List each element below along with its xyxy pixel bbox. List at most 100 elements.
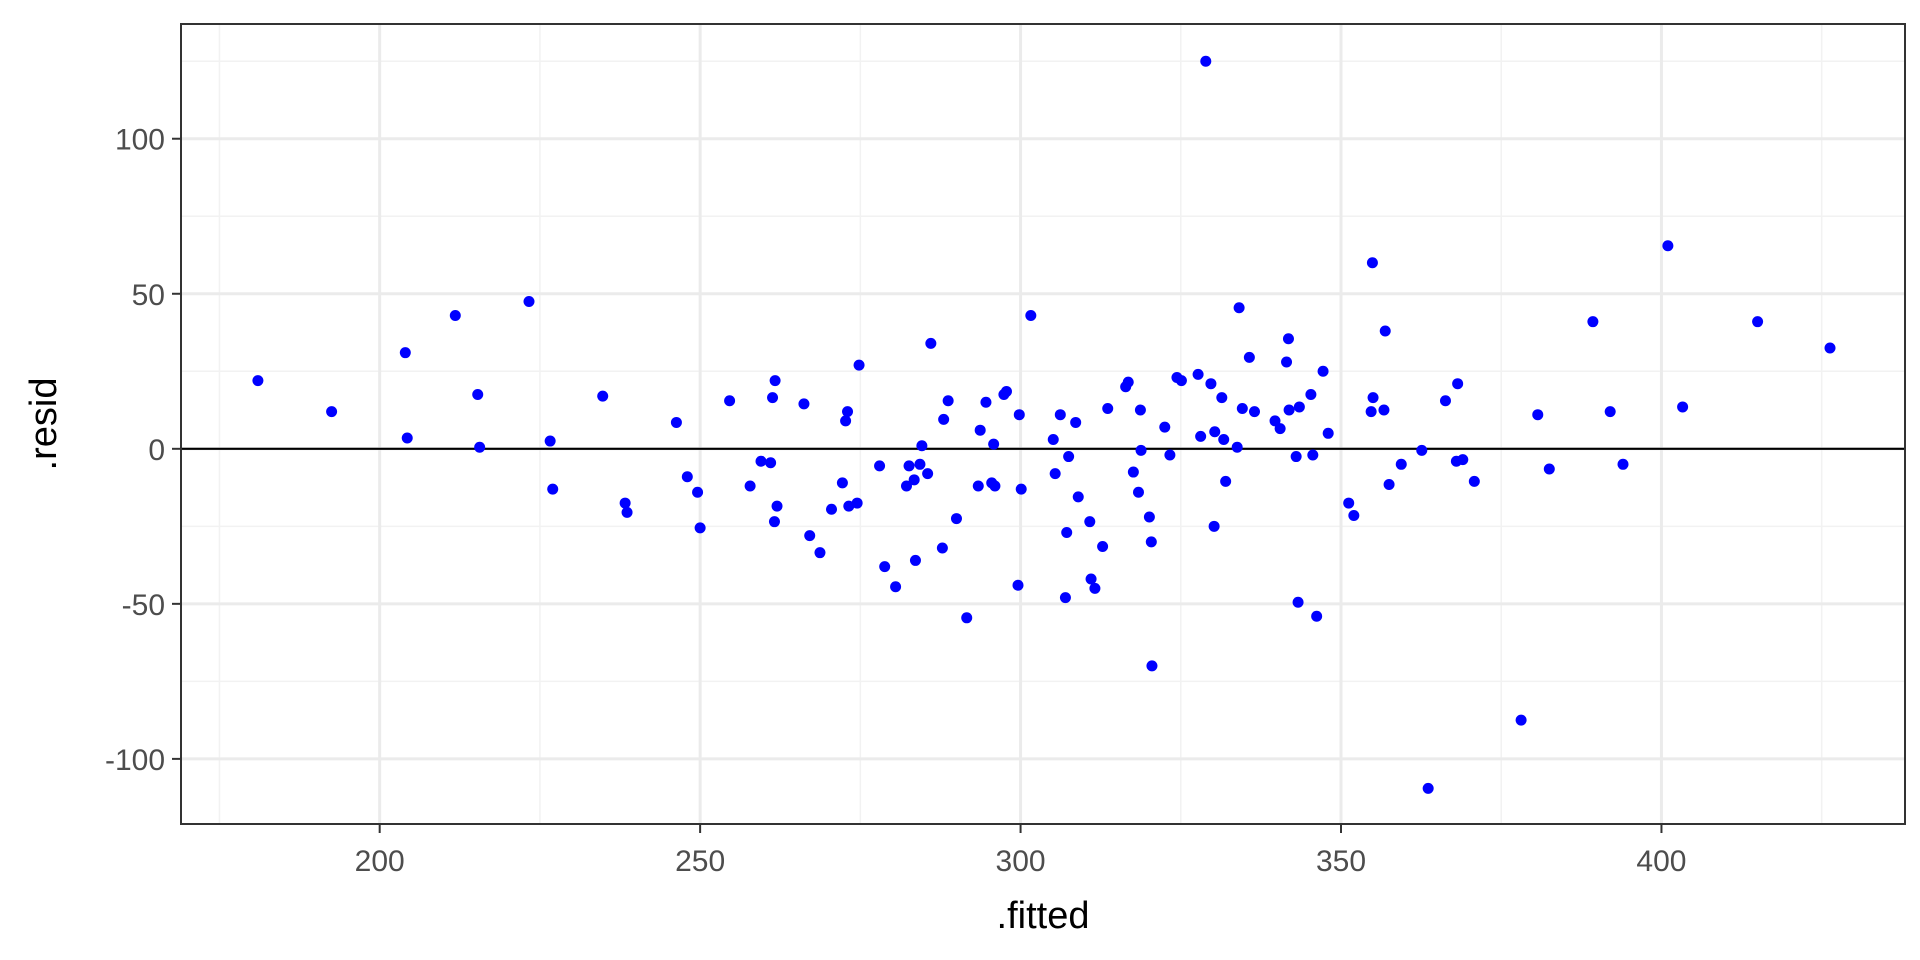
data-point — [980, 396, 992, 408]
data-point — [252, 375, 264, 387]
x-tick-label: 300 — [996, 845, 1046, 878]
data-point — [1311, 610, 1323, 622]
data-point — [1752, 316, 1764, 328]
data-point — [1367, 392, 1379, 404]
data-point — [768, 516, 780, 528]
data-point — [1317, 365, 1329, 377]
x-tick-label: 350 — [1316, 845, 1366, 878]
data-point — [1292, 596, 1304, 608]
data-point — [1054, 409, 1066, 421]
data-point — [922, 468, 934, 480]
data-point — [874, 460, 886, 472]
data-point — [1282, 333, 1294, 345]
data-point — [1208, 520, 1220, 532]
minor-gridlines — [181, 24, 1905, 824]
data-point — [1532, 409, 1544, 421]
data-point — [670, 416, 682, 428]
data-point — [1233, 302, 1245, 314]
data-point — [1305, 389, 1317, 401]
data-point — [1012, 579, 1024, 591]
data-point — [1218, 434, 1230, 446]
data-point — [1274, 423, 1286, 435]
data-point — [619, 497, 631, 509]
data-point — [401, 432, 413, 444]
data-point — [1145, 536, 1157, 548]
data-point — [1416, 444, 1428, 456]
data-point — [1543, 463, 1555, 475]
data-point — [989, 480, 1001, 492]
data-point — [974, 424, 986, 436]
data-point — [1059, 592, 1071, 604]
y-tick-label: -100 — [105, 744, 165, 777]
data-point — [925, 337, 937, 349]
data-point — [1365, 406, 1377, 418]
data-point — [1195, 430, 1207, 442]
data-point — [1587, 316, 1599, 328]
data-point — [814, 547, 826, 559]
data-point — [1662, 240, 1674, 252]
data-point — [1134, 404, 1146, 416]
data-point — [1348, 509, 1360, 521]
data-point — [681, 471, 693, 483]
data-point — [1395, 458, 1407, 470]
data-point — [1452, 378, 1464, 390]
y-tick-label: 50 — [132, 279, 165, 312]
data-point — [692, 486, 704, 498]
data-point — [1000, 385, 1012, 397]
data-point — [1343, 497, 1355, 509]
data-point — [694, 522, 706, 534]
data-point — [988, 438, 1000, 450]
data-point — [1122, 376, 1134, 388]
x-axis-ticks: 200 250 300 350 400 — [355, 824, 1686, 878]
data-point — [853, 359, 865, 371]
data-point — [1677, 401, 1689, 413]
data-point — [804, 530, 816, 542]
data-point — [597, 390, 609, 402]
data-point — [916, 440, 928, 452]
data-point — [1209, 426, 1221, 438]
data-point — [769, 375, 781, 387]
data-point — [399, 347, 411, 359]
data-point — [1281, 356, 1293, 368]
data-point — [1248, 406, 1260, 418]
panel-border — [180, 23, 1906, 825]
data-point — [449, 309, 461, 321]
data-point — [1015, 483, 1027, 495]
data-point — [890, 581, 902, 593]
data-point — [724, 395, 736, 407]
data-point — [547, 483, 559, 495]
data-point — [621, 506, 633, 518]
y-axis-ticks: -100 -50 0 50 100 — [105, 124, 181, 777]
data-point — [771, 500, 783, 512]
x-tick-label: 400 — [1636, 845, 1686, 878]
data-point — [851, 497, 863, 509]
data-point — [879, 561, 891, 573]
data-point — [1127, 466, 1139, 478]
data-point — [1085, 573, 1097, 585]
data-point — [765, 457, 777, 469]
data-point — [1515, 714, 1527, 726]
data-point — [1468, 475, 1480, 487]
data-point — [836, 477, 848, 489]
y-tick-label: 100 — [115, 124, 165, 157]
data-point — [1143, 511, 1155, 523]
data-point — [1422, 782, 1434, 794]
data-point — [798, 398, 810, 410]
data-point — [1236, 402, 1248, 414]
data-point — [1383, 478, 1395, 490]
data-point — [1322, 427, 1334, 439]
panel-background — [181, 24, 1905, 824]
data-point — [1175, 375, 1187, 387]
data-point — [1063, 451, 1075, 463]
x-axis-title: .fitted — [997, 895, 1090, 937]
y-axis-title: .resid — [23, 378, 65, 471]
data-point — [843, 500, 855, 512]
data-point — [1070, 416, 1082, 428]
data-point — [1379, 325, 1391, 337]
data-point — [1097, 540, 1109, 552]
data-point — [1269, 415, 1281, 427]
data-point — [950, 513, 962, 525]
data-point — [1132, 486, 1144, 498]
data-point — [523, 296, 535, 308]
